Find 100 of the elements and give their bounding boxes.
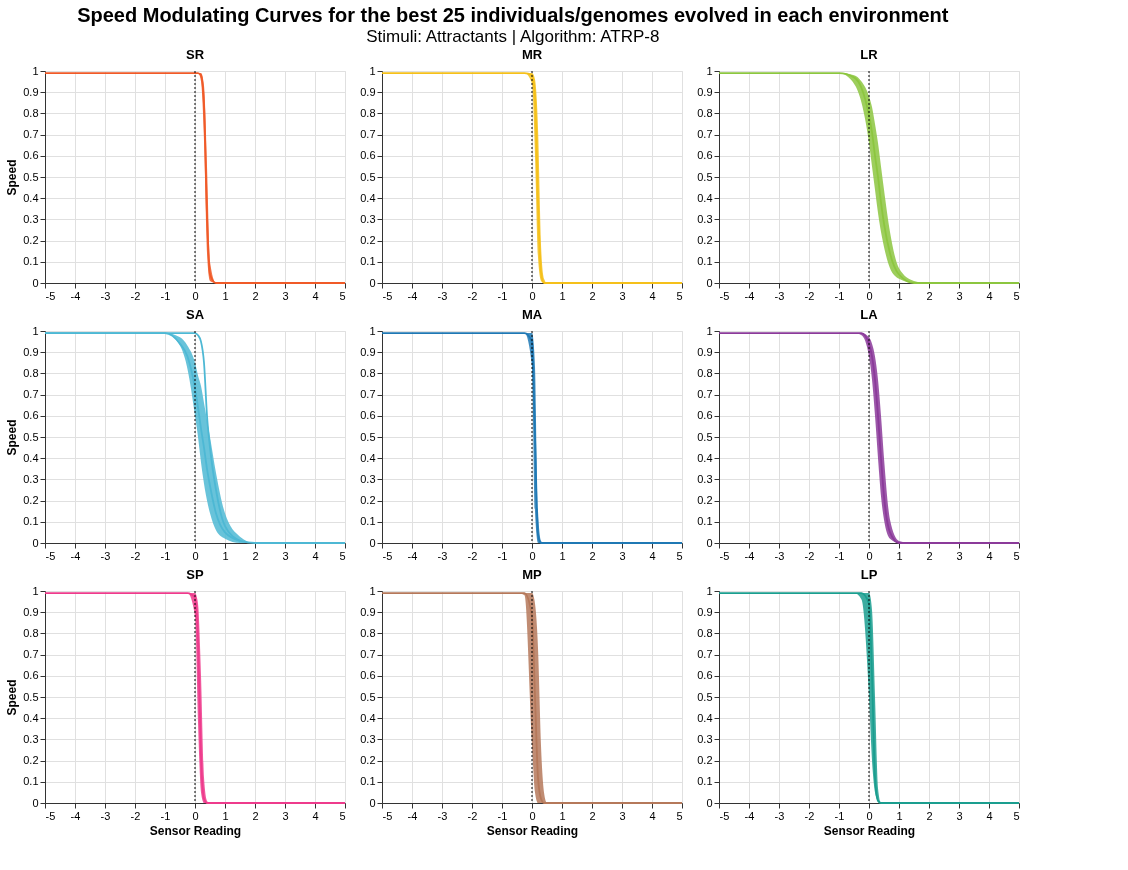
y-axis-title: Speed — [5, 419, 20, 456]
y-tick-label: 0.3 — [697, 212, 713, 225]
y-tick-label: 1 — [369, 584, 376, 597]
y-tick-label: 0.3 — [360, 472, 376, 485]
x-tick-label: -5 — [45, 809, 56, 822]
x-tick-label: 5 — [1013, 809, 1020, 822]
chart-title: SR — [185, 47, 205, 62]
x-tick-label: 3 — [282, 809, 289, 822]
y-tick-label: 0.4 — [697, 711, 713, 724]
x-tick-label: 5 — [1013, 549, 1020, 562]
chart-title: MA — [521, 307, 543, 322]
x-tick-label: -2 — [130, 549, 141, 562]
y-tick-label: 0 — [32, 796, 39, 809]
x-tick-label: 4 — [986, 809, 993, 822]
y-tick-label: 0.2 — [360, 754, 376, 767]
x-tick-label: 1 — [559, 549, 566, 562]
x-tick-label: -4 — [70, 809, 81, 822]
y-tick-label: 0.5 — [697, 430, 713, 443]
y-tick-label: 0.6 — [23, 149, 39, 162]
chart-title: LR — [860, 47, 879, 62]
x-tick-label: 0 — [866, 809, 873, 822]
x-tick-label: -1 — [160, 549, 171, 562]
x-tick-label: 0 — [529, 809, 536, 822]
y-tick-label: 0.4 — [360, 711, 376, 724]
x-tick-label: -2 — [804, 549, 815, 562]
y-tick-label: 0.7 — [23, 388, 39, 401]
x-tick-label: 2 — [589, 289, 596, 302]
y-tick-label: 1 — [706, 584, 713, 597]
chart-title: LA — [860, 307, 879, 322]
x-tick-label: 3 — [282, 289, 289, 302]
x-tick-label: -4 — [744, 809, 755, 822]
x-tick-label: -5 — [382, 809, 393, 822]
y-tick-label: 0.2 — [360, 234, 376, 247]
y-tick-label: 0.1 — [23, 775, 39, 788]
x-tick-label: -3 — [774, 289, 785, 302]
x-tick-label: -4 — [70, 549, 81, 562]
y-tick-label: 1 — [369, 64, 376, 77]
text: Speed Modulating Curves for the best 25 individuals/genomes evolved in each environment — [77, 3, 949, 26]
y-tick-label: 0.6 — [360, 409, 376, 422]
y-tick-label: 0 — [32, 276, 39, 289]
y-tick-label: 0.7 — [360, 388, 376, 401]
y-tick-label: 0.6 — [697, 409, 713, 422]
y-tick-label: 0.5 — [360, 170, 376, 183]
y-tick-label: 0.2 — [697, 234, 713, 247]
y-tick-label: 0.9 — [360, 345, 376, 358]
x-tick-label: 1 — [896, 549, 903, 562]
y-tick-label: 0.4 — [360, 451, 376, 464]
x-tick-label: -3 — [774, 549, 785, 562]
x-tick-label: -5 — [719, 289, 730, 302]
y-tick-label: 0.3 — [697, 732, 713, 745]
x-tick-label: 3 — [282, 549, 289, 562]
y-tick-label: 0.7 — [360, 128, 376, 141]
x-tick-label: 1 — [222, 289, 229, 302]
y-tick-label: 1 — [706, 64, 713, 77]
chart-title: MR — [521, 47, 543, 62]
x-tick-label: -2 — [467, 289, 478, 302]
x-tick-label: 1 — [896, 809, 903, 822]
x-tick-label: -2 — [130, 289, 141, 302]
x-tick-label: 5 — [676, 549, 683, 562]
chart-title: MP — [522, 567, 543, 582]
x-tick-label: -2 — [804, 809, 815, 822]
x-tick-label: 3 — [619, 289, 626, 302]
x-tick-label: -2 — [130, 809, 141, 822]
x-tick-label: 2 — [589, 549, 596, 562]
y-tick-label: 0.4 — [697, 191, 713, 204]
x-tick-label: 3 — [956, 809, 963, 822]
y-tick-label: 0.7 — [697, 128, 713, 141]
y-tick-label: 0 — [369, 536, 376, 549]
y-tick-label: 0.4 — [697, 451, 713, 464]
y-tick-label: 0.4 — [23, 191, 39, 204]
x-tick-label: -2 — [804, 289, 815, 302]
y-tick-label: 0.8 — [360, 366, 376, 379]
x-tick-label: 3 — [956, 289, 963, 302]
x-tick-label: 4 — [649, 809, 656, 822]
x-tick-label: -3 — [100, 549, 111, 562]
y-tick-label: 0.1 — [360, 775, 376, 788]
y-tick-label: 0.3 — [360, 732, 376, 745]
x-tick-label: -3 — [100, 809, 111, 822]
x-tick-label: 5 — [339, 289, 346, 302]
x-tick-label: 5 — [339, 549, 346, 562]
x-tick-label: 0 — [192, 809, 199, 822]
x-tick-label: 5 — [1013, 289, 1020, 302]
x-tick-label: 0 — [192, 289, 199, 302]
x-tick-label: -3 — [100, 289, 111, 302]
y-tick-label: 0.1 — [697, 515, 713, 528]
y-tick-label: 0.8 — [697, 366, 713, 379]
y-tick-label: 0.2 — [697, 754, 713, 767]
x-tick-label: 0 — [529, 549, 536, 562]
x-tick-label: -1 — [834, 289, 845, 302]
y-tick-label: 0.2 — [360, 494, 376, 507]
y-tick-label: 0.5 — [360, 690, 376, 703]
x-tick-label: -1 — [160, 809, 171, 822]
x-tick-label: 0 — [529, 289, 536, 302]
x-tick-label: 2 — [926, 549, 933, 562]
x-tick-label: -4 — [744, 289, 755, 302]
y-tick-label: 0.9 — [697, 85, 713, 98]
y-tick-label: 0.3 — [23, 732, 39, 745]
x-tick-label: 4 — [312, 809, 319, 822]
y-axis-title: Speed — [5, 159, 20, 196]
x-tick-label: -4 — [70, 289, 81, 302]
